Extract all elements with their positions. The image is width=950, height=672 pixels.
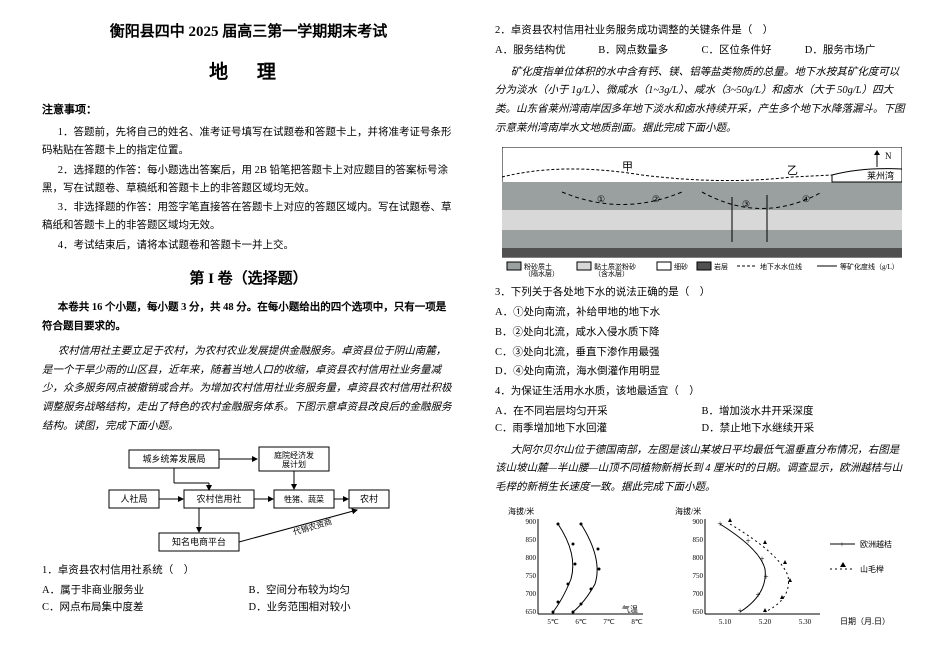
leg-eu: 欧洲越桔 — [860, 539, 892, 549]
leg2b: （含水层） — [594, 269, 629, 277]
box-g: 知名电商平台 — [171, 536, 225, 547]
q2-a: A．服务结构优 — [495, 43, 598, 60]
box-b1: 庭院经济发 — [274, 450, 314, 460]
svg-text:+: + — [759, 554, 764, 564]
cl-xlabel: 气温 — [622, 604, 638, 614]
q3-a: A．①处向南流，补给甲地的地下水 — [495, 305, 908, 322]
q3-stem: 3．下列关于各处地下水的说法正确的是（ ） — [495, 285, 908, 302]
q2-c: C．区位条件好 — [702, 43, 805, 60]
leg5: 地下水水位线 — [760, 262, 802, 271]
box-f: 农村 — [359, 493, 377, 504]
num2: ② — [652, 194, 660, 204]
q2-b: B．网点数量多 — [598, 43, 701, 60]
q3-c: C．③处向北流，垂直下渗作用最强 — [495, 345, 908, 362]
svg-text:850: 850 — [526, 536, 537, 544]
q1-a: A．属于非商业服务业 — [42, 583, 249, 600]
svg-text:5.20: 5.20 — [759, 618, 772, 626]
leg4: 岩层 — [714, 262, 728, 271]
bay-label: 莱州湾 — [867, 170, 894, 181]
svg-text:650: 650 — [692, 608, 703, 616]
svg-text:+: + — [717, 519, 722, 529]
charts-row: 海拔/米 650 700 750 800 850 900 5℃ 6℃ 7℃ 8℃ 气温 — [495, 504, 908, 634]
q4-a: A．在不同岩层均匀开采 — [495, 404, 702, 421]
part1-title: 第 I 卷（选择题） — [42, 267, 455, 291]
instruction-1: 1．答题前，先将自己的姓名、准考证号填写在试题卷和答题卡上，并将准考证号条形码粘… — [42, 124, 455, 160]
diagram-1: 城乡统筹发展局 庭院经济发 展计划 人社局 农村信用社 牲猪、蔬菜 农村 知名电… — [42, 445, 455, 555]
box-c: 人社局 — [120, 493, 147, 504]
instruction-3: 3．非选择题的作答：用签字笔直接答在答题卡上对应的答题区域内。写在试题卷、草稿纸… — [42, 199, 455, 235]
q1-options: A．属于非商业服务业 B．空间分布较为均匀 C．网点布局集中度差 D．业务范围相… — [42, 583, 455, 617]
leg3: 细砂 — [674, 262, 688, 271]
q3-d: D．④处向南流，海水倒灌作用明显 — [495, 364, 908, 381]
svg-text:+: + — [763, 572, 768, 582]
svg-text:700: 700 — [526, 590, 537, 598]
passage-3: 大阿尔贝尔山位于德国南部，左图是该山某坡日平均最低气温垂直分布情况，右图是该山坡… — [495, 442, 908, 499]
passage-2: 矿化度指单位体积的水中含有钙、镁、铝等盐类物质的总量。地下水按其矿化度可以分为淡… — [495, 64, 908, 140]
svg-text:8℃: 8℃ — [632, 618, 644, 626]
q2-stem: 2．卓资县农村信用社业务服务成功调整的关键条件是（ ） — [495, 23, 908, 40]
svg-text:900: 900 — [526, 518, 537, 526]
svg-text:6℃: 6℃ — [576, 618, 588, 626]
svg-text:850: 850 — [692, 536, 703, 544]
q1-c: C．网点布局集中度差 — [42, 600, 249, 617]
svg-text:+: + — [745, 536, 750, 546]
notice-label: 注意事项： — [42, 102, 455, 120]
svg-text:5.10: 5.10 — [719, 618, 732, 626]
box-b2: 展计划 — [282, 459, 306, 469]
leg6: 等矿化度线（g/L） — [840, 262, 899, 271]
q4-d: D．禁止地下水继续开采 — [702, 421, 909, 438]
svg-text:+: + — [755, 590, 760, 600]
q4-options: A．在不同岩层均匀开采 B．增加淡水井开采深度 C．雨季增加地下水回灌 D．禁止… — [495, 404, 908, 438]
left-column: 衡阳县四中 2025 届高三第一学期期末考试 地 理 注意事项： 1．答题前，先… — [30, 20, 475, 652]
instruction-2: 2．选择题的作答：每小题选出答案后，用 2B 铅笔把答题卡上对应题目的答案标号涂… — [42, 162, 455, 198]
chart-left: 海拔/米 650 700 750 800 850 900 5℃ 6℃ 7℃ 8℃ 气温 — [503, 504, 653, 634]
cr-ylabel: 海拔/米 — [675, 506, 701, 516]
q1-stem: 1．卓资县农村信用社系统（ ） — [42, 563, 455, 580]
box-a: 城乡统筹发展局 — [142, 453, 205, 464]
box-e: 牲猪、蔬菜 — [284, 494, 324, 504]
diagram-2: N 莱州湾 甲 乙 ① ② ③ ④ — [495, 147, 908, 277]
q3-b: B．②处向北流，咸水入侵水质下降 — [495, 325, 908, 342]
leg1b: （隔水层） — [524, 269, 559, 277]
q4-stem: 4．为保证生活用水水质，该地最适宜（ ） — [495, 384, 908, 401]
q1-d: D．业务范围相对较小 — [249, 600, 456, 617]
svg-text:900: 900 — [692, 518, 703, 526]
q4-c: C．雨季增加地下水回灌 — [495, 421, 702, 438]
north-label: N — [885, 151, 892, 161]
cr-xlabel: 日期（月.日） — [840, 617, 890, 626]
svg-text:+: + — [839, 540, 844, 549]
part1-desc: 本卷共 16 个小题，每小题 3 分，共 48 分。在每小题给出的四个选项中，只… — [42, 299, 455, 337]
svg-text:750: 750 — [692, 572, 703, 580]
chart-right: 海拔/米 650 700 750 800 850 900 5.10 5.20 5.30 日… — [670, 504, 900, 634]
jia-label: 甲 — [622, 161, 633, 173]
num4: ④ — [802, 194, 810, 204]
edge-label: 代销农资商 — [291, 516, 332, 537]
svg-text:7℃: 7℃ — [604, 618, 616, 626]
svg-text:800: 800 — [526, 554, 537, 562]
svg-text:+: + — [737, 606, 742, 616]
svg-text:650: 650 — [526, 608, 537, 616]
svg-text:800: 800 — [692, 554, 703, 562]
q1-b: B．空间分布较为均匀 — [249, 583, 456, 600]
svg-text:5.30: 5.30 — [799, 618, 812, 626]
svg-text:750: 750 — [526, 572, 537, 580]
q2-options: A．服务结构优 B．网点数量多 C．区位条件好 D．服务市场广 — [495, 43, 908, 60]
right-column: 2．卓资县农村信用社业务服务成功调整的关键条件是（ ） A．服务结构优 B．网点… — [475, 20, 920, 652]
svg-text:5℃: 5℃ — [548, 618, 560, 626]
exam-title: 衡阳县四中 2025 届高三第一学期期末考试 — [42, 20, 455, 44]
cl-ylabel: 海拔/米 — [508, 506, 534, 516]
leg-beech: 山毛榉 — [860, 564, 884, 574]
yi-label: 乙 — [787, 164, 798, 177]
num1: ① — [597, 194, 605, 204]
passage-1: 农村信用社主要立足于农村，为农村农业发展提供金融服务。卓资县位于阴山南麓，是一个… — [42, 343, 455, 437]
num3: ③ — [742, 199, 750, 209]
subject-title: 地 理 — [42, 58, 455, 88]
box-d: 农村信用社 — [196, 493, 241, 504]
q4-b: B．增加淡水井开采深度 — [702, 404, 909, 421]
svg-text:700: 700 — [692, 590, 703, 598]
instruction-4: 4．考试结束后，请将本试题卷和答题卡一并上交。 — [42, 237, 455, 255]
q2-d: D．服务市场广 — [805, 43, 908, 60]
